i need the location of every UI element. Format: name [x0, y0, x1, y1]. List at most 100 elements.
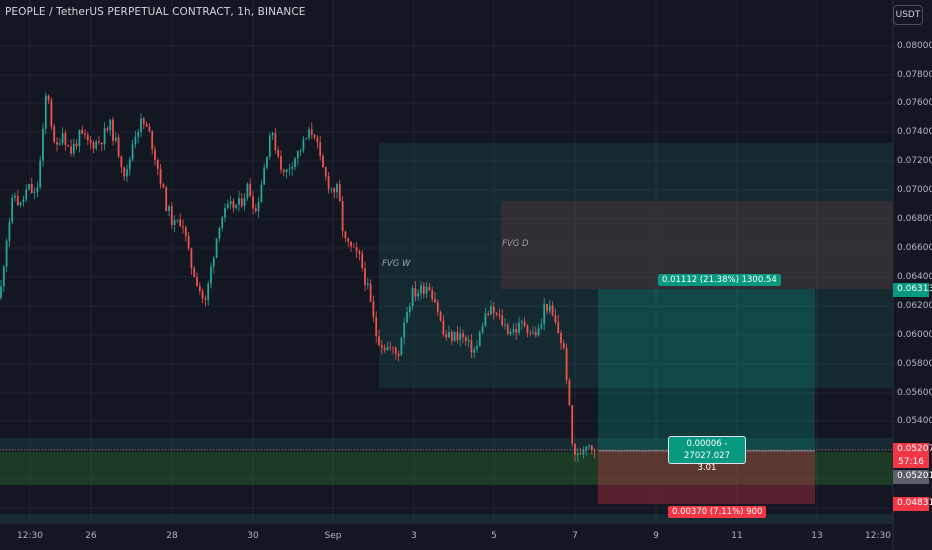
position-profit-zone	[598, 289, 815, 451]
time-label: 13	[811, 531, 823, 541]
price-label: 0.07800	[897, 70, 932, 80]
candle-body	[456, 332, 459, 340]
candle-body	[78, 129, 81, 147]
candle-body	[25, 189, 28, 200]
candle-body	[347, 238, 350, 242]
candle-body	[67, 144, 70, 147]
price-label: 0.06200	[897, 301, 932, 311]
entry-label[interactable]: 0.00006 - 27027.027 3.01	[668, 436, 746, 473]
candle-body	[291, 166, 294, 169]
time-label: 26	[85, 531, 97, 541]
price-label: 0.07600	[897, 98, 932, 108]
candle-body	[98, 141, 100, 143]
candle-body	[204, 298, 207, 300]
candle-body	[576, 453, 579, 455]
candle-body	[285, 169, 288, 173]
candle-body	[534, 331, 537, 336]
candle-body	[240, 198, 243, 206]
candle-body	[42, 128, 44, 161]
candle-body	[434, 298, 436, 303]
candle-body	[170, 206, 173, 226]
time-label: 12:30	[865, 531, 891, 541]
candle-body	[159, 168, 162, 185]
price-label: 0.06000	[897, 330, 932, 340]
candle-body	[380, 345, 383, 348]
candle-body	[81, 129, 84, 134]
candle-body	[39, 160, 42, 188]
candle-body	[352, 246, 355, 248]
time-label: 3	[411, 531, 417, 541]
candle-body	[215, 238, 218, 258]
candle-body	[145, 123, 148, 127]
stop-price-tag: 0.04831	[893, 497, 932, 511]
candle-body	[128, 159, 131, 170]
price-label: 0.05600	[897, 388, 932, 398]
candle-body	[109, 119, 112, 131]
candle-body	[518, 322, 520, 333]
candle-body	[428, 286, 431, 291]
candle-body	[574, 443, 576, 455]
candle-body	[44, 95, 47, 129]
candle-body	[439, 312, 442, 321]
candle-body	[369, 283, 372, 302]
candle-body	[218, 227, 221, 239]
candle-body	[585, 446, 588, 450]
time-label: 7	[572, 531, 578, 541]
loss-label[interactable]: 0.00370 (7.11%) 900	[668, 506, 767, 518]
candle-body	[294, 158, 296, 167]
candle-body	[313, 134, 316, 138]
candle-body	[487, 313, 490, 315]
price-label: 0.05400	[897, 416, 932, 426]
candle-body	[56, 142, 58, 145]
candle-body	[484, 313, 487, 327]
candle-body	[509, 331, 512, 334]
candle-body	[501, 315, 504, 326]
candle-body	[72, 143, 75, 154]
candle-body	[546, 303, 548, 312]
candle-body	[375, 316, 378, 337]
candle-body	[495, 312, 498, 314]
candle-body	[392, 347, 394, 349]
candle-body	[504, 324, 506, 326]
candle-body	[156, 159, 159, 169]
candle-body	[123, 167, 126, 177]
candle-body	[106, 128, 109, 131]
candle-body	[260, 184, 263, 203]
candle-body	[184, 227, 187, 237]
candle-body	[280, 156, 282, 170]
candle-body	[235, 204, 238, 209]
candle-body	[86, 135, 89, 141]
candle-body	[58, 143, 61, 145]
candle-body	[92, 142, 95, 149]
candle-body	[523, 321, 526, 326]
entry-price-tag: 0.05201	[893, 470, 932, 484]
candle-body	[173, 220, 176, 226]
target-price-tag: 0.06313	[893, 283, 932, 297]
candle-body	[537, 328, 540, 336]
time-label: 12:30	[17, 531, 43, 541]
candle-body	[350, 241, 352, 247]
candle-body	[336, 184, 338, 193]
candle-body	[344, 231, 347, 239]
candle-body	[22, 199, 25, 203]
candle-body	[470, 339, 473, 353]
candle-body	[53, 126, 56, 143]
candle-body	[394, 347, 397, 354]
profit-label[interactable]: 0.01112 (21.38%) 1300.54	[658, 274, 781, 286]
candle-body	[358, 251, 361, 254]
time-label: 30	[247, 531, 259, 541]
candle-body	[403, 322, 406, 338]
candle-body	[422, 285, 425, 294]
candle-body	[571, 405, 574, 444]
candle-body	[5, 240, 8, 267]
price-label: 0.07400	[897, 127, 932, 137]
candle-body	[47, 95, 50, 101]
candle-body	[257, 202, 260, 211]
currency-button[interactable]: USDT	[893, 5, 923, 25]
candle-body	[526, 325, 529, 333]
candle-body	[397, 353, 400, 356]
candle-body	[274, 133, 277, 151]
candle-body	[515, 329, 518, 333]
candle-body	[246, 183, 249, 198]
